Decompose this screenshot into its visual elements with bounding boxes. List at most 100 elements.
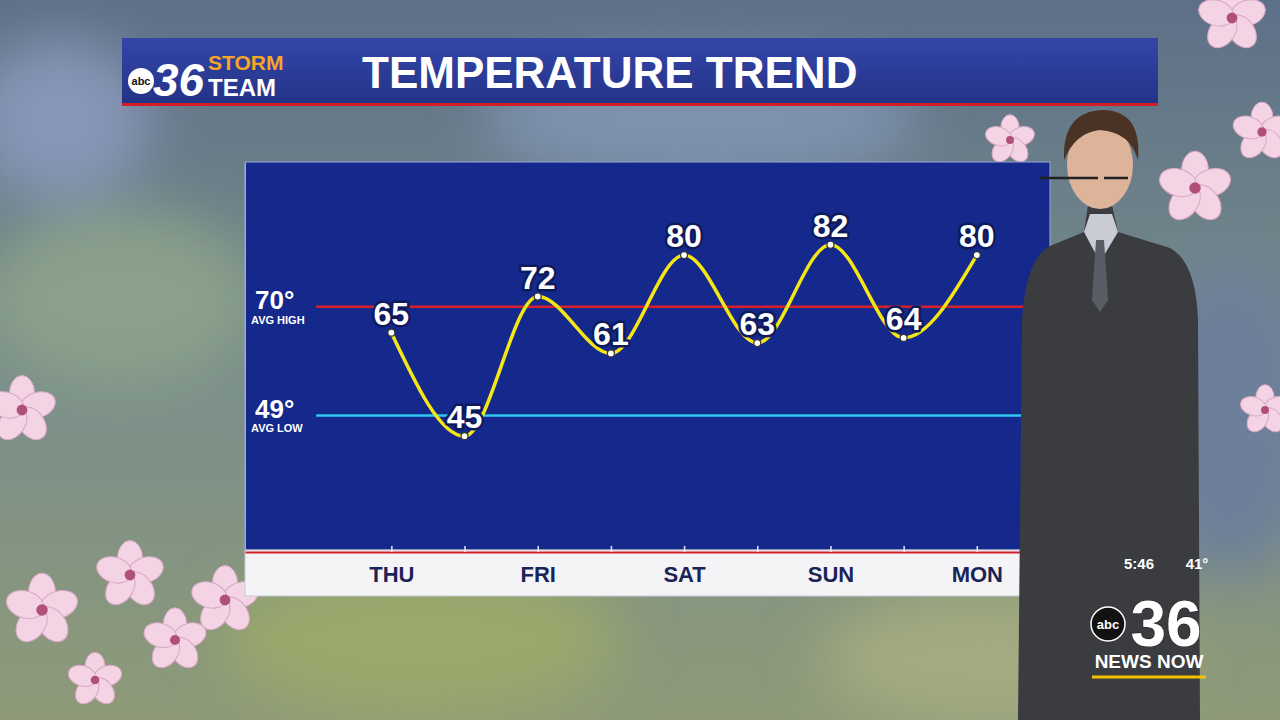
header-rule — [122, 103, 1158, 106]
flower — [1156, 151, 1234, 225]
x-tick-label: SUN — [808, 562, 854, 587]
overlay-logo-network: abc — [1097, 617, 1119, 632]
axis-strip — [245, 550, 1050, 596]
flower-center — [170, 635, 180, 645]
x-tick-label: FRI — [521, 562, 556, 587]
flower — [0, 376, 59, 446]
flower-center — [1227, 13, 1238, 24]
tick-mark — [391, 546, 393, 552]
petal — [983, 123, 1014, 149]
flower-center — [36, 604, 48, 616]
flower — [3, 573, 81, 647]
flower — [1230, 102, 1280, 163]
logo-line2: TEAM — [208, 74, 276, 101]
reference-line — [316, 306, 1050, 309]
petal — [66, 662, 100, 690]
overlay-time: 5:46 — [1124, 555, 1154, 572]
y-tick: 49° — [245, 394, 294, 424]
x-tick — [611, 546, 612, 552]
reference-label: AVG LOW — [251, 422, 303, 434]
y-axis: 49° 70° — [245, 163, 294, 551]
flower-center — [1189, 182, 1201, 194]
chart-title: TEMPERATURE TREND — [362, 48, 857, 97]
plot-area — [316, 241, 1050, 439]
background-blur — [0, 40, 1280, 720]
logo-network: abc — [132, 75, 151, 87]
tick-mark — [830, 546, 832, 552]
presenter-tie — [1092, 240, 1108, 312]
tick-mark — [757, 546, 759, 552]
tick-mark — [537, 546, 539, 552]
tick-mark — [464, 546, 466, 552]
x-tick-label: THU — [369, 562, 414, 587]
y-tick-label: 70° — [255, 285, 294, 315]
tick-mark — [977, 546, 979, 552]
x-axis: THU FRI SAT SUN MON — [246, 546, 1051, 587]
axis-line — [246, 552, 1051, 554]
flower — [1238, 385, 1280, 436]
flower-center — [1261, 406, 1269, 414]
petal — [141, 619, 180, 652]
header: abc36STORMTEAM TEMPERATURE TREND — [122, 38, 1158, 106]
flower — [141, 608, 210, 673]
data-label: 72 — [520, 260, 556, 296]
data-label: 63 — [739, 306, 775, 342]
data-label: 45 — [447, 399, 483, 435]
data-labels: 65 45 72 61 80 63 82 64 80 — [374, 208, 995, 435]
data-label: 61 — [593, 316, 629, 352]
petal — [1195, 0, 1237, 30]
data-label: 80 — [666, 218, 702, 254]
overlay-logo-text: NEWS NOW — [1095, 651, 1204, 672]
tick-mark — [684, 546, 686, 552]
flower-center — [125, 570, 136, 581]
overlay-rule — [1092, 676, 1206, 679]
y-tick: 70° — [245, 285, 294, 315]
overlay-logo-circle — [1091, 607, 1125, 641]
x-tick — [904, 546, 905, 552]
petal — [1156, 164, 1201, 201]
flower — [983, 115, 1037, 166]
petal — [1230, 112, 1266, 142]
x-tick — [757, 546, 758, 552]
reference-line — [316, 414, 1050, 417]
station-overlay: 5:4641°abc36NEWS NOW — [1091, 555, 1208, 677]
logo-circle — [128, 68, 154, 94]
tick-mark — [903, 546, 905, 552]
data-label: 65 — [374, 296, 410, 332]
petal — [0, 387, 27, 422]
logo-line1: STORM — [208, 51, 283, 74]
data-label: 82 — [813, 208, 849, 244]
data-label: 64 — [886, 301, 922, 337]
x-tick-label: MON — [952, 562, 1003, 587]
x-tick: SUN — [808, 546, 854, 587]
petal — [188, 577, 230, 612]
data-label: 80 — [959, 218, 995, 254]
x-tick — [465, 546, 466, 552]
background-blob — [0, 210, 260, 390]
overlay-temperature: 41° — [1186, 555, 1209, 572]
presenter-hair — [1064, 110, 1138, 160]
reference-label: AVG HIGH — [251, 314, 305, 326]
presenter-glasses — [1040, 177, 1128, 180]
x-tick: SAT — [663, 546, 706, 587]
flower — [1195, 0, 1268, 53]
page: abc36STORMTEAMTEMPERATURE TRENDTHUFRISAT… — [0, 0, 1280, 720]
tick-mark — [611, 546, 613, 552]
temperature-line — [391, 245, 976, 436]
petal — [3, 586, 48, 623]
x-tick: MON — [952, 546, 1003, 587]
x-tick-label: SAT — [663, 562, 706, 587]
logo-number: 36 — [153, 54, 205, 106]
flower-center — [220, 595, 231, 606]
flower-center — [17, 405, 28, 416]
petal — [1238, 393, 1269, 419]
header-bar — [122, 38, 1158, 104]
flower-center — [1006, 136, 1014, 144]
flower — [93, 541, 166, 611]
x-tick: FRI — [521, 546, 556, 587]
flower — [66, 652, 125, 708]
axis-line — [245, 163, 246, 551]
plot-background — [245, 162, 1050, 550]
x-tick: THU — [369, 546, 414, 587]
y-tick-label: 49° — [255, 394, 294, 424]
